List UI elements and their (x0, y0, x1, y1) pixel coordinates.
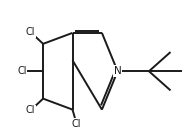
Text: Cl: Cl (26, 105, 35, 115)
Text: N: N (114, 66, 122, 76)
Text: Cl: Cl (26, 27, 35, 37)
Text: Cl: Cl (17, 66, 27, 76)
Text: Cl: Cl (72, 119, 81, 129)
